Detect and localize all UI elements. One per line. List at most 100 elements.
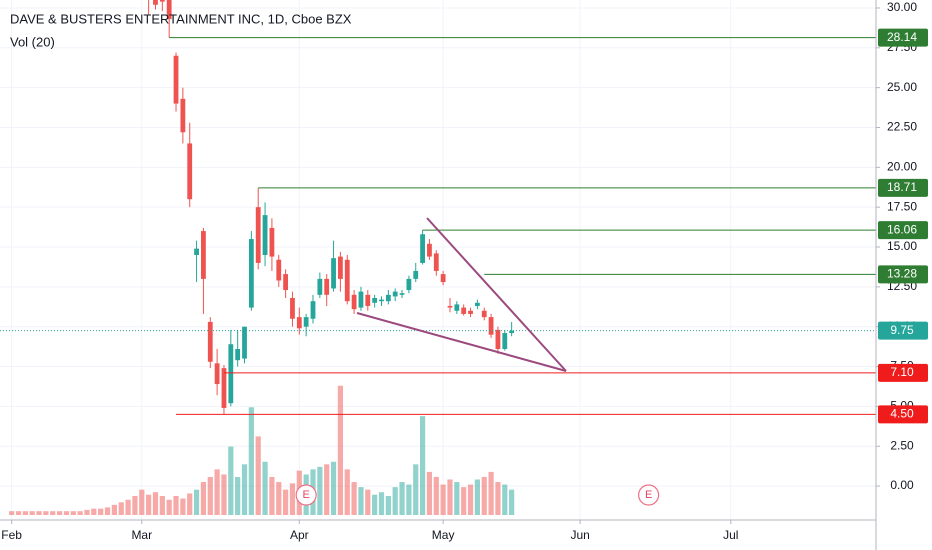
volume-bar	[426, 471, 433, 515]
volume-bar	[180, 498, 186, 515]
volume-bar	[289, 483, 296, 515]
chart-title: DAVE & BUSTERS ENTERTAINMENT INC, 1D, Cb…	[10, 11, 352, 26]
y-tick-label: 30.00	[887, 0, 917, 14]
candle-body	[296, 317, 302, 329]
level-badge	[878, 405, 928, 424]
volume-bar	[283, 489, 289, 515]
volume-bar	[43, 511, 49, 515]
candle-body	[310, 301, 316, 319]
candle-body	[324, 278, 330, 295]
candle-body	[187, 143, 193, 200]
volume-bar	[166, 499, 172, 515]
candle-body	[488, 317, 494, 335]
candle-body	[468, 310, 473, 314]
candle-body	[440, 274, 446, 283]
volume-layer	[9, 385, 515, 515]
candle-body	[392, 291, 398, 297]
level-badge	[878, 221, 928, 240]
volume-bar	[15, 511, 22, 515]
candle-body	[173, 55, 179, 104]
volume-bar	[139, 489, 145, 515]
candle-body	[214, 363, 220, 385]
volume-bar	[241, 464, 248, 515]
candle-body	[495, 329, 501, 350]
candle-body	[427, 243, 432, 257]
volume-bar	[146, 494, 152, 515]
triangle-pattern	[356, 217, 567, 372]
pattern-line	[426, 217, 567, 372]
candle-body	[365, 294, 371, 306]
candle-body	[447, 305, 453, 308]
candle-body	[481, 310, 487, 318]
volume-bar	[56, 511, 63, 515]
candle-body	[372, 298, 378, 303]
level-badge	[878, 265, 928, 284]
volume-bar	[461, 487, 467, 515]
volume-bar	[406, 484, 412, 515]
volume-bar	[207, 476, 213, 515]
volume-bar	[495, 482, 501, 515]
volume-bar	[440, 484, 446, 515]
volume-bar	[228, 446, 234, 515]
candle-body	[201, 231, 206, 279]
level-label: 7.10	[890, 365, 914, 379]
volume-bar	[63, 511, 70, 515]
event-marker	[638, 484, 660, 506]
y-tick-label: 25.00	[887, 80, 917, 94]
level-label: 18.71	[887, 180, 917, 194]
volume-bar	[344, 469, 350, 515]
candle-body	[228, 344, 234, 404]
x-tick-label: Apr	[290, 528, 309, 542]
volume-bar	[173, 495, 179, 515]
y-tick-label: 2.50	[890, 438, 914, 452]
candle-body	[399, 293, 405, 295]
volume-bar	[9, 511, 15, 515]
event-label: E	[645, 489, 652, 501]
pattern-line	[356, 312, 567, 372]
candle-body	[235, 349, 241, 361]
candle-body	[180, 98, 186, 133]
x-tick-label: May	[432, 528, 455, 542]
volume-bar	[50, 511, 56, 515]
candle-body	[153, 0, 158, 5]
volume-bar	[29, 511, 35, 515]
candle-body	[159, 0, 165, 2]
volume-bar	[413, 464, 419, 515]
volume-bar	[509, 489, 515, 515]
candle-body	[358, 291, 364, 308]
x-tick-label: Mar	[131, 528, 152, 542]
volume-bar	[118, 502, 124, 515]
volume-bar	[104, 507, 111, 515]
volume-bar	[214, 469, 220, 515]
candle-body	[242, 326, 247, 359]
volume-bar	[98, 508, 104, 515]
level-badge	[878, 178, 928, 197]
volume-bar	[324, 464, 330, 515]
candle-body	[317, 278, 323, 295]
volume-bar	[193, 489, 200, 515]
volume-bar	[474, 479, 480, 515]
candle-body	[474, 302, 480, 306]
level-label: 16.06	[887, 222, 917, 236]
volume-bar	[269, 476, 275, 515]
volume-bar	[372, 494, 378, 515]
last-price-label: 9.75	[890, 323, 914, 337]
volume-bar	[385, 495, 391, 515]
volume-bar	[317, 466, 323, 515]
volume-bar	[467, 484, 474, 515]
volume-bar	[70, 511, 76, 515]
volume-bar	[378, 492, 385, 515]
volume-bar	[187, 493, 193, 515]
y-tick-label: 17.50	[887, 199, 917, 213]
volume-bar	[488, 471, 494, 515]
candle-body	[303, 317, 309, 327]
volume-bar	[125, 499, 131, 515]
candle-body	[385, 294, 391, 302]
volume-bar	[132, 495, 138, 515]
candle-body	[338, 256, 343, 279]
level-label: 28.14	[887, 30, 917, 44]
volume-bar	[200, 482, 207, 515]
